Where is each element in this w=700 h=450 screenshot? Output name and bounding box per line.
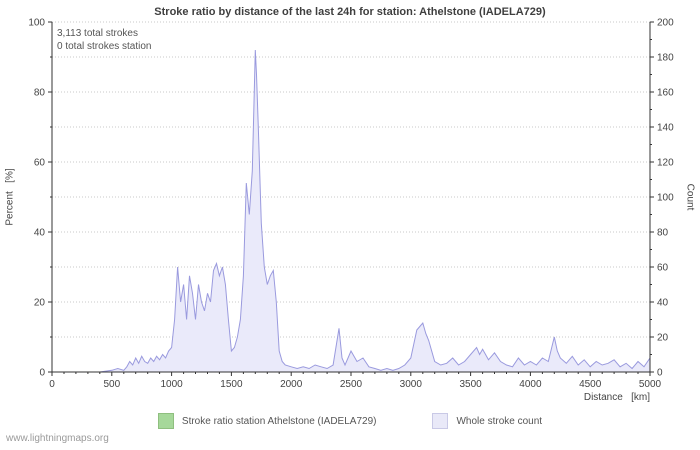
svg-text:2500: 2500 — [340, 379, 363, 390]
svg-text:1500: 1500 — [220, 379, 243, 390]
svg-text:0: 0 — [49, 379, 55, 390]
svg-text:80: 80 — [657, 228, 669, 239]
svg-text:3000: 3000 — [400, 379, 423, 390]
x-axis-label: Distance [km] — [583, 392, 650, 403]
legend-item-stroke-ratio: Stroke ratio station Athelstone (IADELA7… — [157, 413, 377, 429]
legend-swatch-stroke-ratio-icon — [157, 413, 174, 429]
svg-text:0: 0 — [39, 368, 45, 379]
legend-label-whole-stroke-count: Whole stroke count — [456, 415, 543, 427]
svg-text:4000: 4000 — [519, 379, 542, 390]
chart-plot-area: 0204060801000204060801001201401601802000… — [28, 18, 674, 391]
svg-text:120: 120 — [657, 158, 674, 169]
legend-item-whole-stroke-count: Whole stroke count — [432, 413, 542, 429]
chart-title: Stroke ratio by distance of the last 24h… — [154, 6, 546, 18]
svg-text:3500: 3500 — [459, 379, 482, 390]
annotation-total-strokes: 3,113 total strokes — [57, 28, 138, 39]
y-axis-label-left: Percent [%] — [4, 168, 16, 226]
svg-text:4500: 4500 — [579, 379, 602, 390]
svg-text:20: 20 — [34, 298, 46, 309]
chart-annotations: 3,113 total strokes 0 total strokes stat… — [57, 27, 152, 53]
svg-text:140: 140 — [657, 123, 674, 134]
svg-text:1000: 1000 — [160, 379, 183, 390]
svg-text:500: 500 — [103, 379, 120, 390]
annotation-total-strokes-station: 0 total strokes station — [57, 41, 152, 52]
svg-text:100: 100 — [657, 193, 674, 204]
svg-text:5000: 5000 — [639, 379, 662, 390]
svg-text:40: 40 — [34, 228, 46, 239]
svg-text:100: 100 — [28, 18, 45, 29]
svg-text:0: 0 — [657, 368, 663, 379]
svg-text:60: 60 — [657, 263, 669, 274]
svg-text:60: 60 — [34, 158, 46, 169]
svg-text:180: 180 — [657, 53, 674, 64]
watermark-link[interactable]: www.lightningmaps.org — [6, 433, 109, 444]
svg-text:80: 80 — [34, 88, 46, 99]
legend-swatch-whole-stroke-count-icon — [432, 413, 449, 429]
svg-text:160: 160 — [657, 88, 674, 99]
svg-text:20: 20 — [657, 333, 669, 344]
svg-text:2000: 2000 — [280, 379, 303, 390]
legend-label-stroke-ratio: Stroke ratio station Athelstone (IADELA7… — [181, 415, 377, 427]
chart-legend: Stroke ratio station Athelstone (IADELA7… — [0, 413, 700, 429]
y-axis-label-right: Count — [684, 183, 696, 211]
svg-text:40: 40 — [657, 298, 669, 309]
svg-text:200: 200 — [657, 18, 674, 29]
